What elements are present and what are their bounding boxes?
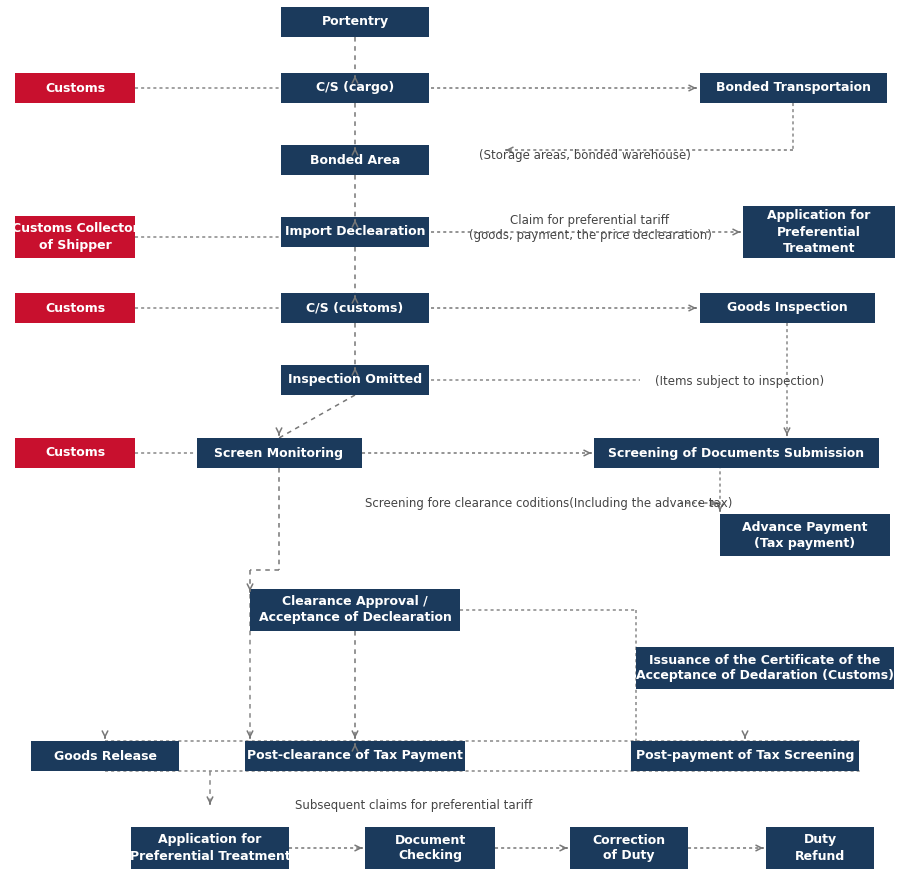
Text: Clearance Approval /
Acceptance of Declearation: Clearance Approval / Acceptance of Decle…	[259, 596, 451, 624]
Text: Goods Release: Goods Release	[54, 749, 156, 763]
FancyBboxPatch shape	[593, 438, 878, 468]
FancyBboxPatch shape	[281, 217, 429, 247]
FancyBboxPatch shape	[281, 7, 429, 37]
FancyBboxPatch shape	[281, 73, 429, 103]
Text: Application for
Preferential
Treatment: Application for Preferential Treatment	[768, 210, 871, 255]
FancyBboxPatch shape	[281, 365, 429, 395]
FancyBboxPatch shape	[245, 741, 465, 771]
FancyBboxPatch shape	[197, 438, 361, 468]
Text: Bonded Area: Bonded Area	[310, 154, 400, 166]
Text: Duty
Refund: Duty Refund	[795, 833, 845, 863]
FancyBboxPatch shape	[636, 647, 894, 689]
Text: Customs: Customs	[45, 446, 105, 460]
FancyBboxPatch shape	[281, 293, 429, 323]
FancyBboxPatch shape	[15, 293, 135, 323]
FancyBboxPatch shape	[15, 216, 135, 258]
Text: Screen Monitoring: Screen Monitoring	[215, 446, 343, 460]
Text: Goods Inspection: Goods Inspection	[726, 302, 848, 314]
FancyBboxPatch shape	[15, 438, 135, 468]
FancyBboxPatch shape	[720, 514, 890, 556]
FancyBboxPatch shape	[250, 589, 460, 631]
FancyBboxPatch shape	[131, 827, 289, 869]
Text: C/S (customs): C/S (customs)	[307, 302, 404, 314]
Text: Screening fore clearance coditions(Including the advance tax): Screening fore clearance coditions(Inclu…	[365, 497, 733, 510]
FancyBboxPatch shape	[31, 741, 179, 771]
Text: Claim for preferential tariff
(goods, payment, the price declearation): Claim for preferential tariff (goods, pa…	[468, 214, 711, 242]
Text: Customs: Customs	[45, 81, 105, 95]
Text: Inspection Omitted: Inspection Omitted	[288, 373, 422, 387]
Text: (Storage areas, bonded warehouse): (Storage areas, bonded warehouse)	[479, 148, 691, 162]
FancyBboxPatch shape	[365, 827, 495, 869]
Text: Issuance of the Certificate of the
Acceptance of Dedaration (Customs): Issuance of the Certificate of the Accep…	[636, 654, 894, 682]
Text: Customs: Customs	[45, 302, 105, 314]
Text: Screening of Documents Submission: Screening of Documents Submission	[608, 446, 864, 460]
FancyBboxPatch shape	[699, 73, 886, 103]
Text: Document
Checking: Document Checking	[395, 833, 466, 863]
Text: Portentry: Portentry	[322, 15, 388, 29]
FancyBboxPatch shape	[631, 741, 859, 771]
Text: C/S (cargo): C/S (cargo)	[316, 81, 394, 95]
FancyBboxPatch shape	[743, 206, 895, 258]
FancyBboxPatch shape	[699, 293, 875, 323]
FancyBboxPatch shape	[15, 73, 135, 103]
Text: Post-clearance of Tax Payment: Post-clearance of Tax Payment	[247, 749, 463, 763]
Text: Advance Payment
(Tax payment): Advance Payment (Tax payment)	[743, 521, 868, 549]
FancyBboxPatch shape	[766, 827, 874, 869]
Text: Correction
of Duty: Correction of Duty	[592, 833, 665, 863]
FancyBboxPatch shape	[281, 145, 429, 175]
Text: Bonded Transportaion: Bonded Transportaion	[716, 81, 870, 95]
Text: Application for
Preferential Treatment: Application for Preferential Treatment	[129, 833, 290, 863]
Text: Customs Collector
of Shipper: Customs Collector of Shipper	[12, 222, 138, 252]
Text: Post-payment of Tax Screening: Post-payment of Tax Screening	[636, 749, 854, 763]
Text: (Items subject to inspection): (Items subject to inspection)	[655, 375, 824, 388]
Text: Subsequent claims for preferential tariff: Subsequent claims for preferential tarif…	[295, 798, 532, 812]
Text: Import Declearation: Import Declearation	[285, 226, 425, 238]
FancyBboxPatch shape	[570, 827, 688, 869]
